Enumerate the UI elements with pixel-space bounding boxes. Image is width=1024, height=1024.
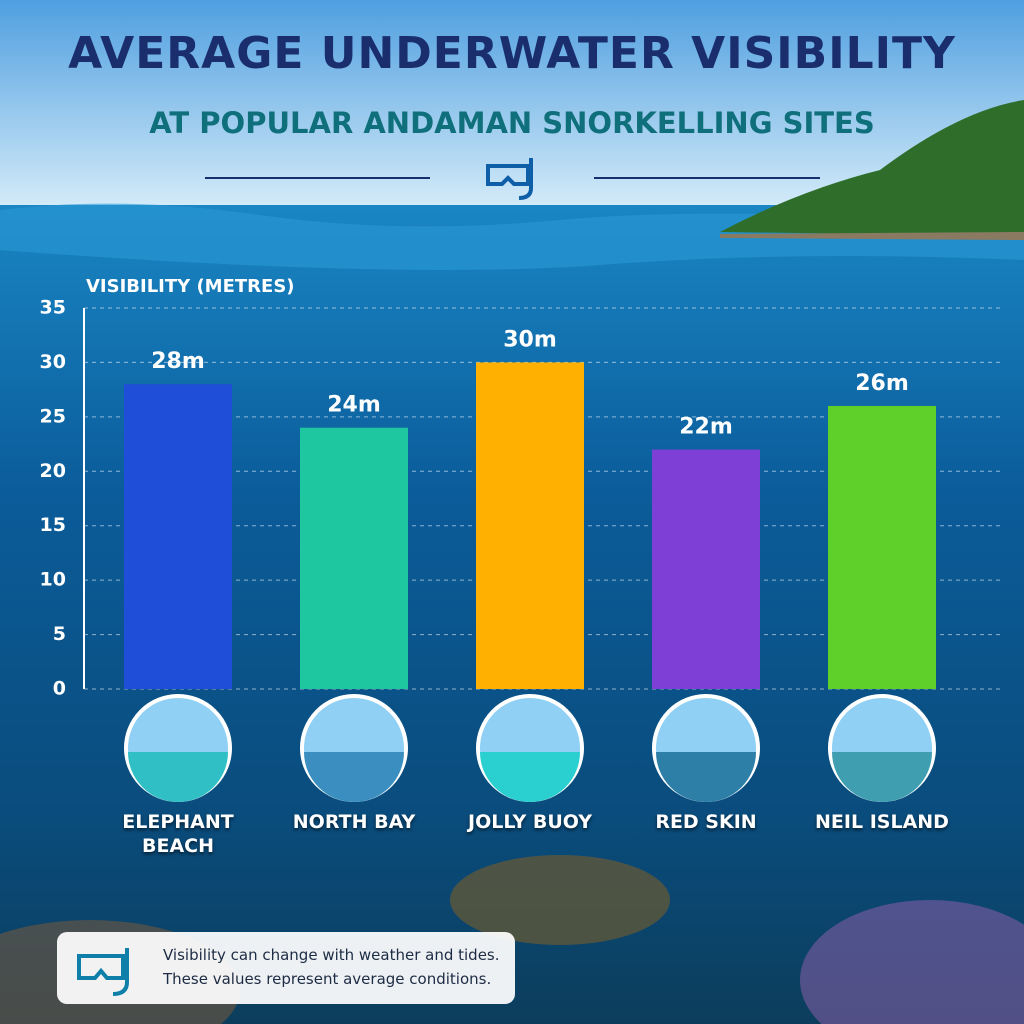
- x-tick-label: NORTH BAY: [292, 811, 416, 833]
- site-photo-sea: [304, 752, 404, 802]
- mask-icon: [486, 158, 533, 200]
- y-tick-label: 15: [40, 514, 66, 536]
- y-tick-label: 0: [53, 678, 66, 700]
- site-photo-sea: [832, 752, 932, 802]
- island: [720, 100, 1024, 236]
- bar: [300, 427, 408, 689]
- chart-subtitle: AT POPULAR ANDAMAN SNORKELLING SITES: [149, 106, 875, 140]
- bar: [476, 362, 584, 689]
- y-tick-label: 30: [40, 351, 66, 373]
- site-photo-sea: [656, 752, 756, 802]
- y-tick-label: 25: [40, 405, 66, 427]
- x-tick-label: JOLLY BUOY: [468, 811, 592, 833]
- bar: [124, 384, 232, 689]
- value-label: 28m: [151, 349, 205, 374]
- note-line: These values represent average condition…: [163, 970, 492, 988]
- note-icon: [77, 948, 129, 996]
- x-tick-label: NEIL ISLAND: [815, 811, 949, 833]
- y-tick-label: 10: [40, 569, 66, 591]
- bar: [652, 449, 760, 689]
- y-axis-label: VISIBILITY (METRES): [86, 276, 295, 297]
- value-label: 26m: [855, 371, 909, 396]
- bar: [828, 405, 936, 689]
- y-tick-label: 20: [40, 460, 66, 482]
- value-label: 30m: [503, 327, 557, 352]
- y-tick-label: 5: [53, 623, 66, 645]
- shore: [720, 232, 1024, 240]
- x-tick-label: RED SKIN: [655, 811, 757, 833]
- site-photo-sea: [480, 752, 580, 802]
- x-tick-label: ELEPHANT BEACH: [122, 811, 234, 857]
- y-tick-label: 35: [40, 297, 66, 319]
- value-label: 24m: [327, 393, 381, 418]
- chart-title: AVERAGE UNDERWATER VISIBILITY: [68, 28, 956, 79]
- coral: [800, 900, 1024, 1024]
- turtle: [450, 855, 670, 945]
- value-label: 22m: [679, 415, 733, 440]
- note-box: Visibility can change with weather and t…: [57, 932, 515, 1004]
- note-line: Visibility can change with weather and t…: [163, 946, 500, 964]
- site-photo-sea: [128, 752, 228, 802]
